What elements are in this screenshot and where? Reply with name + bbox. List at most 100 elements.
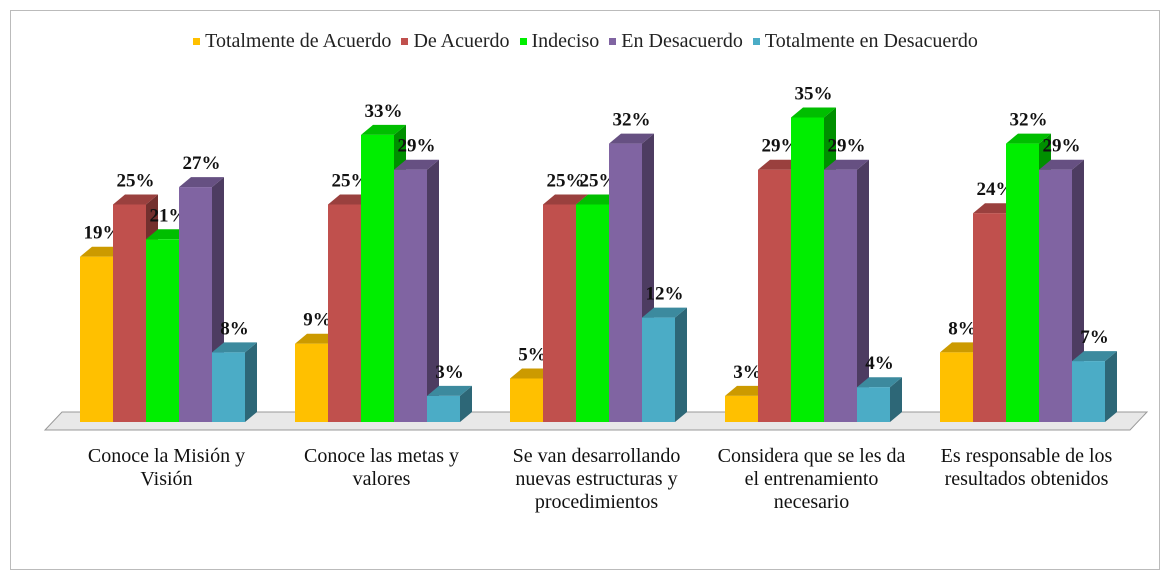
bar-front <box>427 395 460 422</box>
bar-front <box>394 169 427 422</box>
bar-front <box>725 395 758 422</box>
bar-side <box>245 342 257 422</box>
bar-top <box>1072 351 1117 362</box>
bar-front <box>758 169 791 422</box>
bar-front <box>642 317 675 422</box>
bar <box>1072 351 1117 422</box>
bar-front <box>113 204 146 422</box>
data-label: 4% <box>865 353 894 374</box>
bar-front <box>212 352 245 422</box>
x-tick-label: Conoce las metas y valores <box>304 445 459 490</box>
bar-top <box>1006 133 1051 144</box>
legend-swatch <box>519 38 527 45</box>
bar-front <box>940 352 973 422</box>
bar <box>824 159 869 422</box>
bar <box>642 307 687 422</box>
bar-front <box>80 256 113 422</box>
bar-top <box>427 385 472 396</box>
data-label: 25% <box>117 171 155 192</box>
data-label: 29% <box>762 136 800 157</box>
bar-side <box>890 377 902 422</box>
data-label: 25% <box>547 171 585 192</box>
bar-front <box>543 204 576 422</box>
bar-front <box>973 213 1006 422</box>
x-tick-label: Es responsable de los resultados obtenid… <box>940 445 1113 490</box>
bar-front <box>857 387 890 422</box>
bar-top <box>394 159 439 170</box>
bar-front <box>179 187 212 422</box>
bar-front <box>1072 361 1105 422</box>
bar-side <box>857 159 869 422</box>
bar-side <box>460 385 472 422</box>
data-label: 3% <box>733 362 762 383</box>
data-label: 7% <box>1080 327 1109 348</box>
bar-front <box>1006 143 1039 422</box>
data-label: 27% <box>183 153 221 174</box>
data-label: 8% <box>220 318 249 339</box>
bar <box>394 159 439 422</box>
bar <box>427 385 472 422</box>
data-label: 32% <box>1010 110 1048 131</box>
data-label: 9% <box>303 310 332 331</box>
bar-front <box>1039 169 1072 422</box>
bar-front <box>824 169 857 422</box>
data-label: 3% <box>435 362 464 383</box>
data-label: 19% <box>84 223 122 244</box>
bar-front <box>146 239 179 422</box>
legend-item: De Acuerdo <box>401 30 510 53</box>
legend: Totalmente de Acuerdo De Acuerdo Indeciso E… <box>0 30 1171 53</box>
bar-top <box>642 307 687 318</box>
bar-side <box>675 307 687 422</box>
data-label: 33% <box>365 101 403 122</box>
bar-front <box>328 204 361 422</box>
bar-top <box>179 177 224 188</box>
bar-top <box>113 194 158 205</box>
bar-top <box>857 377 902 388</box>
x-tick-label: Se van desarrollando nuevas estructuras … <box>512 445 681 513</box>
data-label: 29% <box>398 136 436 157</box>
legend-item: Totalmente de Acuerdo <box>193 30 391 53</box>
bar-front <box>576 204 609 422</box>
data-label: 25% <box>580 171 618 192</box>
legend-label: Totalmente de Acuerdo <box>205 30 392 52</box>
data-label: 12% <box>646 284 684 305</box>
legend-label: En Desacuerdo <box>621 30 743 52</box>
legend-swatch <box>193 38 201 45</box>
bar-top <box>212 342 257 353</box>
data-label: 21% <box>150 205 188 226</box>
bar-front <box>510 378 543 422</box>
legend-item: En Desacuerdo <box>609 30 743 53</box>
bar-front <box>295 343 328 422</box>
bar-top <box>1039 159 1084 170</box>
data-label: 35% <box>795 84 833 105</box>
bar-side <box>427 159 439 422</box>
x-tick-label: Considera que se les da el entrenamiento… <box>717 445 906 513</box>
data-label: 25% <box>332 171 370 192</box>
legend-swatch <box>401 38 409 45</box>
legend-label: De Acuerdo <box>413 30 510 52</box>
x-tick-label: Conoce la Misión y Visión <box>87 445 246 490</box>
bar-top <box>543 194 588 205</box>
bar-front <box>609 143 642 422</box>
data-label: 29% <box>1043 136 1081 157</box>
bar-top <box>824 159 869 170</box>
bar-top <box>609 133 654 144</box>
data-label: 29% <box>828 136 866 157</box>
data-label: 24% <box>977 179 1015 200</box>
data-label: 32% <box>613 110 651 131</box>
legend-swatch <box>752 38 760 45</box>
legend-item: Totalmente en Desacuerdo <box>752 30 978 53</box>
legend-label: Indeciso <box>531 30 600 52</box>
legend-item: Indeciso <box>519 30 600 53</box>
bar <box>857 377 902 422</box>
bar <box>212 342 257 422</box>
bar-front <box>361 134 394 422</box>
legend-swatch <box>609 38 617 45</box>
bar-top <box>791 107 836 118</box>
bar-front <box>791 117 824 422</box>
bar-top <box>361 124 406 135</box>
data-label: 8% <box>948 318 977 339</box>
chart-frame <box>10 10 1160 570</box>
